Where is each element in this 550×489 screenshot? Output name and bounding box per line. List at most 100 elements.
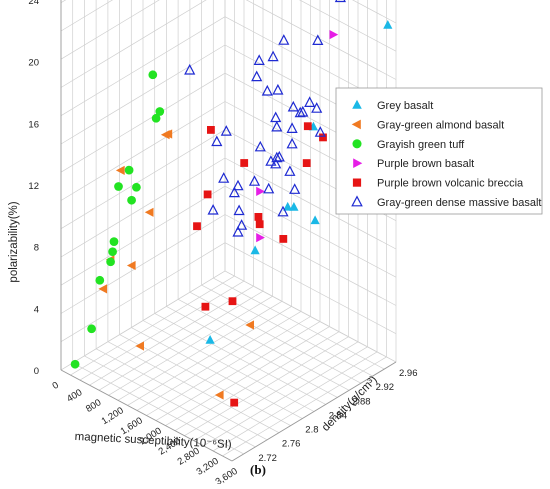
data-point	[303, 122, 312, 131]
data-point	[160, 130, 170, 140]
data-point	[201, 302, 210, 311]
floor-grid-line	[84, 355, 256, 448]
left-wall-grid-line	[60, 44, 226, 145]
data-point	[286, 137, 298, 149]
data-point	[271, 120, 283, 132]
data-point	[205, 335, 215, 344]
data-point	[329, 30, 339, 40]
data-point	[230, 398, 239, 407]
x-tick-label: 0	[51, 380, 61, 392]
data-point	[304, 96, 316, 108]
z-tick-label: 0	[34, 366, 39, 377]
data-point	[283, 201, 293, 211]
data-point	[287, 100, 299, 112]
data-point	[220, 125, 232, 136]
z-tick-label: 24	[28, 0, 39, 7]
back-wall-grid-line	[299, 0, 397, 52]
z-tick-label: 16	[28, 119, 39, 130]
data-point	[251, 70, 263, 82]
x-tick-label: 1,200	[100, 405, 126, 427]
floor-grid-line	[95, 348, 268, 441]
y-axis-line	[231, 361, 397, 462]
data-point	[279, 235, 288, 243]
data-point	[218, 172, 230, 183]
floor-grid-line	[142, 320, 315, 412]
x-tick-label: 800	[84, 397, 103, 415]
floor-grid-line	[72, 362, 244, 455]
floor-grid-line	[131, 327, 303, 419]
data-point	[228, 297, 237, 306]
data-point	[236, 219, 248, 230]
data-point	[383, 20, 393, 29]
left-wall-grid-line	[60, 0, 160, 60]
floor-grid-line	[107, 341, 280, 434]
x-tick-label: 400	[65, 387, 84, 405]
legend-entry-label: Grayish green tuff	[377, 139, 465, 151]
data-point	[70, 359, 80, 369]
data-point	[211, 135, 223, 147]
data-point	[148, 70, 158, 80]
data-point	[273, 150, 285, 162]
data-point	[272, 83, 284, 95]
floor-grid-line	[119, 334, 291, 426]
legend-marker	[351, 119, 361, 130]
data-point	[277, 205, 289, 217]
left-wall-grid-line	[60, 242, 226, 342]
data-point	[144, 207, 154, 217]
x-tick-label: 3,600	[214, 466, 240, 484]
data-point	[310, 215, 320, 225]
floor-grid-line	[177, 298, 350, 391]
data-point	[255, 220, 264, 229]
data-point	[289, 202, 299, 211]
legend-entry-label: Gray-green dense massive basalt	[377, 197, 541, 209]
z-tick-label: 12	[28, 181, 39, 192]
floor-grid-line	[166, 306, 338, 398]
data-point	[253, 54, 265, 66]
back-wall-grid-line	[352, 0, 397, 24]
data-point	[184, 63, 196, 75]
data-point	[314, 126, 326, 137]
data-point	[270, 157, 282, 169]
data-point	[270, 111, 282, 123]
data-point	[124, 165, 134, 175]
data-point	[106, 257, 115, 267]
data-point	[284, 165, 296, 176]
back-wall-grid-line	[224, 185, 397, 278]
legend-marker	[352, 178, 362, 187]
z-tick-label: 20	[28, 58, 39, 69]
data-point	[254, 213, 263, 221]
data-point	[256, 186, 265, 196]
legend-marker	[352, 139, 362, 149]
tick-label-layer: 0481216202404008001,2001,6002,0002,4002,…	[28, 0, 417, 488]
legend-entry-label: Grey basalt	[377, 100, 433, 112]
y-tick-label: 2.84	[329, 410, 348, 421]
legend: Grey basalt Gray-green almond basalt Grayi…	[335, 87, 543, 215]
data-point	[267, 50, 279, 62]
data-point	[286, 122, 298, 133]
left-wall-grid-line	[60, 0, 207, 88]
data-point	[228, 186, 240, 198]
data-point-layer	[70, 0, 393, 407]
legend-marker	[351, 195, 363, 207]
left-wall-grid-line	[60, 185, 226, 286]
data-point	[95, 275, 105, 285]
data-point	[263, 182, 275, 194]
data-point	[193, 222, 201, 231]
data-point	[126, 260, 136, 271]
x-axis-line	[60, 369, 233, 462]
legend-entry-label: Purple brown volcanic breccia	[377, 178, 524, 190]
y-tick-label: 2.88	[352, 396, 371, 407]
floor-grid-line	[201, 284, 373, 377]
left-wall-grid-line	[60, 101, 226, 201]
z-tick-label: 4	[34, 304, 39, 315]
data-point	[155, 107, 165, 116]
data-point	[240, 159, 249, 167]
y-tick-label: 2.8	[305, 425, 318, 436]
back-wall-grid-line	[245, 0, 397, 80]
data-point	[109, 237, 119, 246]
data-point	[114, 182, 123, 191]
data-point	[261, 84, 273, 96]
back-wall-grid-line	[224, 214, 397, 306]
back-wall-grid-line	[224, 242, 397, 335]
